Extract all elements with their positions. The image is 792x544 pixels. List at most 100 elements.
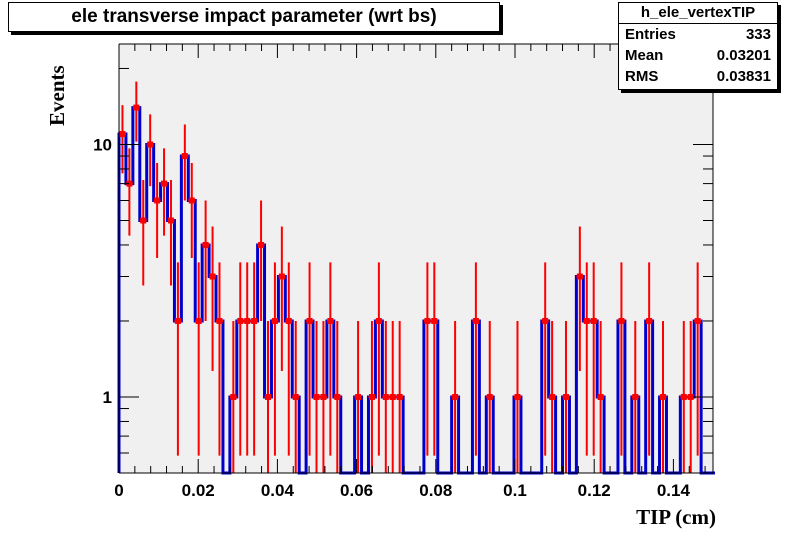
x-axis-label: TIP (cm) bbox=[636, 505, 716, 529]
x-tick-label: 0.04 bbox=[261, 481, 295, 500]
x-tick-label: 0.02 bbox=[182, 481, 215, 500]
data-point bbox=[451, 320, 459, 473]
data-marker bbox=[396, 393, 403, 400]
stats-row-rms: RMS 0.03831 bbox=[619, 66, 777, 87]
data-point bbox=[195, 262, 203, 456]
data-point bbox=[514, 320, 521, 473]
data-marker bbox=[472, 317, 479, 324]
data-point bbox=[285, 262, 293, 456]
x-tick-label: 0 bbox=[114, 481, 123, 500]
data-point bbox=[680, 320, 688, 473]
data-marker bbox=[562, 393, 569, 400]
data-marker bbox=[680, 393, 687, 400]
data-marker bbox=[292, 393, 299, 400]
data-marker bbox=[119, 131, 126, 138]
data-point bbox=[562, 320, 570, 473]
data-marker bbox=[278, 273, 285, 280]
data-point bbox=[202, 200, 210, 321]
data-point bbox=[590, 262, 598, 456]
data-marker bbox=[126, 180, 133, 187]
data-marker bbox=[660, 393, 667, 400]
data-point bbox=[319, 320, 327, 473]
data-marker bbox=[632, 393, 639, 400]
x-tick-label: 0.06 bbox=[340, 481, 373, 500]
data-point bbox=[119, 105, 126, 174]
data-marker bbox=[202, 241, 209, 248]
data-marker bbox=[285, 317, 292, 324]
data-point bbox=[306, 262, 314, 456]
data-point bbox=[167, 179, 175, 286]
data-point bbox=[132, 81, 140, 142]
data-point bbox=[278, 226, 286, 371]
data-marker bbox=[576, 273, 583, 280]
data-marker bbox=[237, 317, 244, 324]
data-point bbox=[271, 262, 279, 456]
data-marker bbox=[646, 317, 653, 324]
data-marker bbox=[140, 217, 147, 224]
x-tick-label: 0.08 bbox=[419, 481, 452, 500]
stats-label: Mean bbox=[625, 47, 664, 64]
data-point bbox=[430, 262, 438, 456]
data-marker bbox=[271, 317, 278, 324]
data-marker bbox=[154, 197, 161, 204]
data-marker bbox=[147, 141, 154, 148]
data-marker bbox=[542, 317, 549, 324]
data-marker bbox=[320, 393, 327, 400]
data-point bbox=[257, 200, 265, 321]
data-point bbox=[160, 148, 168, 236]
stats-row-entries: Entries 333 bbox=[619, 24, 777, 45]
data-point bbox=[617, 262, 625, 456]
data-point bbox=[576, 226, 584, 371]
data-marker bbox=[258, 241, 265, 248]
data-marker bbox=[375, 317, 382, 324]
data-marker bbox=[264, 393, 271, 400]
data-point bbox=[250, 262, 258, 456]
data-marker bbox=[334, 393, 341, 400]
data-marker bbox=[209, 273, 216, 280]
data-point bbox=[264, 320, 272, 473]
data-marker bbox=[161, 180, 168, 187]
data-point bbox=[382, 320, 390, 473]
data-marker bbox=[327, 317, 334, 324]
data-point bbox=[659, 320, 667, 473]
stats-box: h_ele_vertexTIP Entries 333 Mean 0.03201… bbox=[618, 2, 778, 90]
data-marker bbox=[424, 317, 431, 324]
data-marker bbox=[431, 317, 438, 324]
data-marker bbox=[244, 317, 251, 324]
stats-histogram-name: h_ele_vertexTIP bbox=[619, 3, 777, 24]
data-point bbox=[229, 320, 237, 473]
data-point bbox=[368, 320, 376, 473]
data-marker bbox=[618, 317, 625, 324]
data-point bbox=[292, 320, 300, 473]
data-point bbox=[541, 262, 549, 456]
data-point bbox=[243, 262, 251, 456]
data-point bbox=[216, 262, 223, 456]
data-point bbox=[174, 262, 182, 456]
data-marker bbox=[181, 153, 188, 160]
data-point bbox=[631, 320, 639, 473]
stats-row-mean: Mean 0.03201 bbox=[619, 45, 777, 66]
data-point bbox=[694, 262, 702, 456]
data-marker bbox=[382, 393, 389, 400]
data-point bbox=[375, 262, 383, 456]
data-point bbox=[583, 262, 591, 456]
stats-value: 333 bbox=[745, 26, 771, 43]
data-point bbox=[139, 179, 147, 286]
data-point bbox=[548, 320, 556, 473]
plot-frame bbox=[119, 44, 713, 473]
data-point bbox=[146, 114, 154, 187]
y-tick-label: 10 bbox=[93, 135, 112, 154]
stats-label: RMS bbox=[625, 68, 659, 85]
data-marker bbox=[583, 317, 590, 324]
data-marker bbox=[549, 393, 556, 400]
data-marker bbox=[195, 317, 202, 324]
stats-label: Entries bbox=[625, 26, 676, 43]
data-point bbox=[354, 320, 362, 473]
data-marker bbox=[313, 393, 320, 400]
data-marker bbox=[389, 393, 396, 400]
stats-value: 0.03201 bbox=[716, 47, 771, 64]
data-point bbox=[209, 226, 217, 371]
data-point bbox=[396, 320, 404, 473]
data-point bbox=[313, 320, 320, 473]
data-marker bbox=[251, 317, 258, 324]
